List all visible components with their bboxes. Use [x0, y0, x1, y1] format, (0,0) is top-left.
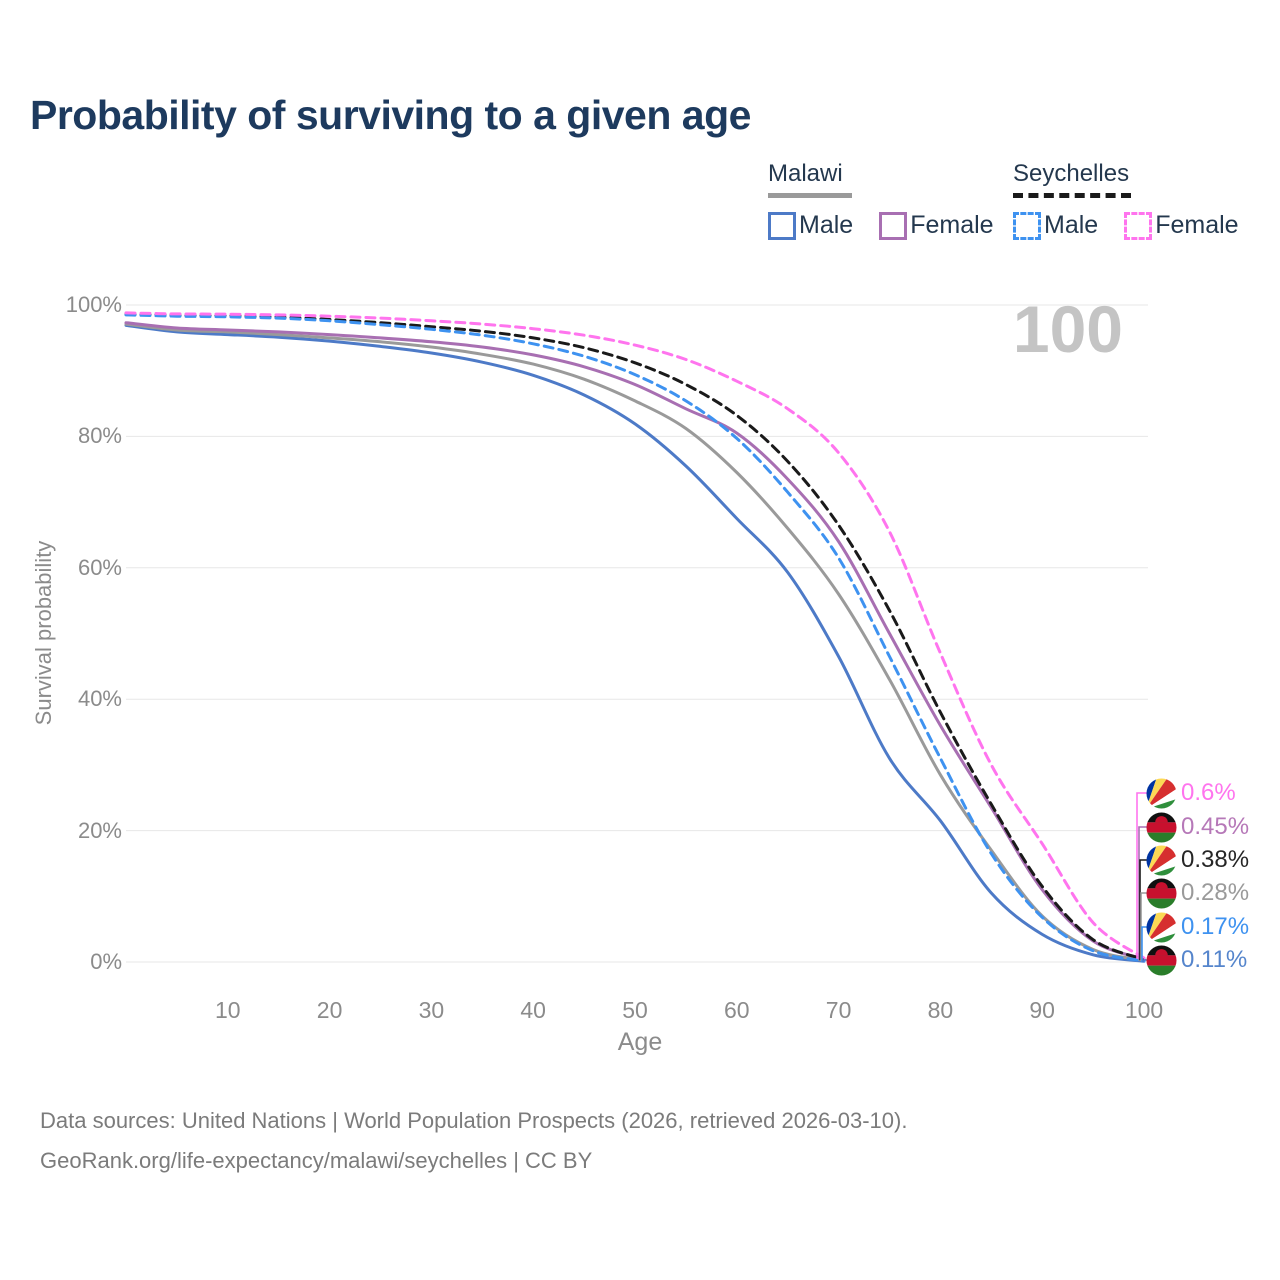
end-label-seychelles-both: 0.38% [1146, 843, 1249, 877]
x-axis-title: Age [617, 1028, 663, 1056]
gridlines [126, 304, 1148, 963]
legend-header-malawi[interactable]: Malawi [768, 160, 843, 187]
end-label-connector [1142, 959, 1147, 963]
end-label-malawi-both: 0.28% [1146, 876, 1249, 910]
seychelles-male-swatch-icon [1013, 211, 1041, 240]
malawi-female-swatch-icon [879, 211, 908, 240]
end-label-seychelles-female: 0.6% [1146, 776, 1236, 810]
y-tick-label: 20% [77, 817, 122, 843]
seychelles-flag-icon [1146, 777, 1177, 809]
x-tick-label: 40 [520, 997, 546, 1023]
legend-underline-seychelles [1013, 193, 1131, 198]
x-tick-label: 70 [825, 997, 852, 1023]
legend-item-label: Male [799, 211, 854, 239]
series-line-malawi-female [124, 321, 1146, 961]
x-tick-label: 50 [622, 997, 648, 1023]
malawi-flag-icon [1146, 811, 1177, 843]
x-tick-label: 20 [316, 997, 343, 1023]
end-label-value: 0.45% [1181, 813, 1250, 840]
legend-underline-malawi [768, 193, 852, 198]
end-label-malawi-male: 0.11% [1146, 943, 1247, 977]
end-label-value: 0.38% [1181, 846, 1250, 873]
series-line-malawi-male [124, 323, 1146, 963]
end-label-connectors [1136, 792, 1147, 963]
legend-item-label: Female [910, 211, 994, 239]
series-line-seychelles-both-sexes- [124, 312, 1146, 961]
legend-group-malawi: Malawi Male Female [768, 160, 1020, 240]
end-label-value: 0.6% [1181, 779, 1236, 806]
series-line-malawi-both-sexes- [124, 322, 1146, 962]
page-title: Probability of surviving to a given age [30, 92, 751, 138]
end-label-value: 0.11% [1181, 946, 1248, 973]
seychelles-female-swatch-icon [1124, 211, 1153, 240]
malawi-flag-icon [1146, 877, 1177, 909]
y-tick-label: 40% [77, 686, 122, 712]
legend-item-malawi-female[interactable]: Female [879, 211, 994, 240]
end-label-value: 0.28% [1181, 879, 1250, 906]
series-line-seychelles-male [124, 313, 1146, 963]
x-tick-label: 90 [1029, 997, 1055, 1023]
y-tick-label: 100% [65, 292, 122, 317]
seychelles-flag-icon [1146, 844, 1177, 876]
legend-item-seychelles-female[interactable]: Female [1124, 211, 1239, 240]
series-line-seychelles-female [124, 311, 1146, 960]
y-tick-label: 0% [90, 949, 122, 974]
x-tick-label: 80 [927, 997, 954, 1023]
legend-item-seychelles-male[interactable]: Male [1013, 211, 1098, 240]
y-tick-label: 60% [77, 554, 122, 580]
y-tick-label: 80% [77, 423, 122, 449]
x-tick-label: 100 [1124, 997, 1164, 1023]
end-label-seychelles-male: 0.17% [1146, 910, 1249, 944]
legend-header-seychelles[interactable]: Seychelles [1013, 160, 1130, 187]
end-label-malawi-female: 0.45% [1146, 810, 1249, 844]
legend-item-label: Male [1044, 211, 1099, 239]
x-tick-label: 30 [418, 997, 445, 1023]
x-tick-label: 60 [724, 997, 750, 1023]
attribution-note: GeoRank.org/life-expectancy/malawi/seych… [40, 1148, 593, 1173]
seychelles-flag-icon [1146, 911, 1177, 943]
legend-group-seychelles: Seychelles Male Female [1013, 160, 1265, 240]
malawi-male-swatch-icon [768, 211, 796, 240]
x-tick-label: 10 [215, 997, 241, 1023]
end-label-value: 0.17% [1181, 913, 1250, 940]
malawi-flag-icon [1146, 944, 1177, 976]
series-lines [124, 311, 1146, 963]
legend-item-label: Female [1155, 211, 1239, 239]
legend-item-malawi-male[interactable]: Male [768, 211, 853, 240]
data-sources-note: Data sources: United Nations | World Pop… [40, 1108, 908, 1133]
